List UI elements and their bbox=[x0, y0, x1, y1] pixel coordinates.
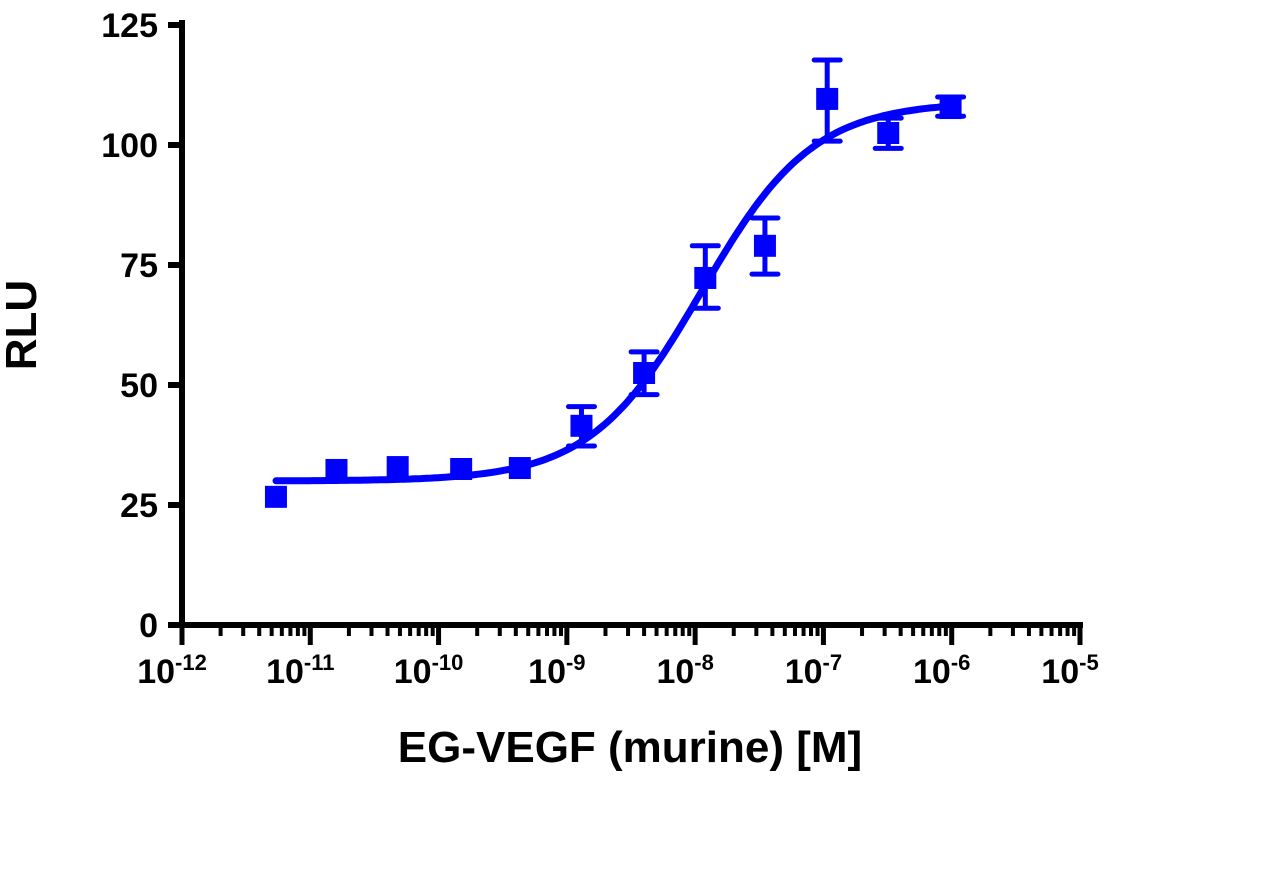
square-marker bbox=[508, 457, 531, 480]
square-marker bbox=[570, 414, 593, 437]
data-point bbox=[628, 349, 660, 398]
data-point bbox=[565, 404, 597, 449]
y-tick-label: 25 bbox=[120, 487, 158, 525]
x-tick-labels: 10-12 10-11 10-10 10-9 10-8 10-7 10-6 10-5 bbox=[137, 650, 1099, 691]
x-tick-label: 10-11 bbox=[266, 650, 334, 691]
y-tick-label: 0 bbox=[139, 607, 158, 645]
y-tick-label: 100 bbox=[101, 127, 158, 165]
y-tick-label: 75 bbox=[120, 247, 158, 285]
data-point bbox=[325, 458, 348, 481]
x-tick-label: 10-10 bbox=[394, 650, 464, 691]
square-marker bbox=[877, 122, 900, 144]
x-tick-label: 10-7 bbox=[785, 650, 842, 691]
square-marker bbox=[753, 234, 776, 257]
y-axis-title: RLU bbox=[0, 280, 46, 370]
data-point bbox=[872, 115, 904, 151]
data-point bbox=[386, 456, 409, 479]
data-point bbox=[264, 485, 287, 508]
data-point bbox=[749, 215, 781, 277]
data-point bbox=[450, 458, 473, 480]
fit-curve bbox=[272, 102, 955, 485]
x-tick-label: 10-8 bbox=[656, 650, 713, 691]
square-marker bbox=[816, 87, 839, 110]
square-marker bbox=[386, 456, 409, 479]
data-point bbox=[811, 57, 843, 144]
y-tick-label: 125 bbox=[101, 7, 158, 45]
y-tick-labels: 0 25 50 75 100 125 bbox=[101, 7, 158, 645]
axes bbox=[168, 20, 1083, 645]
square-marker bbox=[450, 458, 473, 480]
square-marker bbox=[939, 97, 962, 120]
x-tick-label: 10-5 bbox=[1041, 650, 1098, 691]
fit-curve-group bbox=[272, 102, 955, 485]
x-tick-label: 10-9 bbox=[528, 650, 585, 691]
x-axis-title: EG-VEGF (murine) [M] bbox=[398, 723, 862, 772]
data-point bbox=[935, 94, 967, 120]
square-marker bbox=[633, 362, 656, 384]
data-point bbox=[508, 457, 531, 480]
x-tick-label: 10-12 bbox=[137, 650, 207, 691]
data-point bbox=[689, 243, 721, 311]
y-tick-label: 50 bbox=[120, 367, 158, 405]
square-marker bbox=[694, 266, 717, 289]
square-marker bbox=[264, 485, 287, 508]
x-tick-label: 10-6 bbox=[913, 650, 970, 691]
data-points bbox=[264, 57, 967, 508]
square-marker bbox=[325, 458, 348, 481]
